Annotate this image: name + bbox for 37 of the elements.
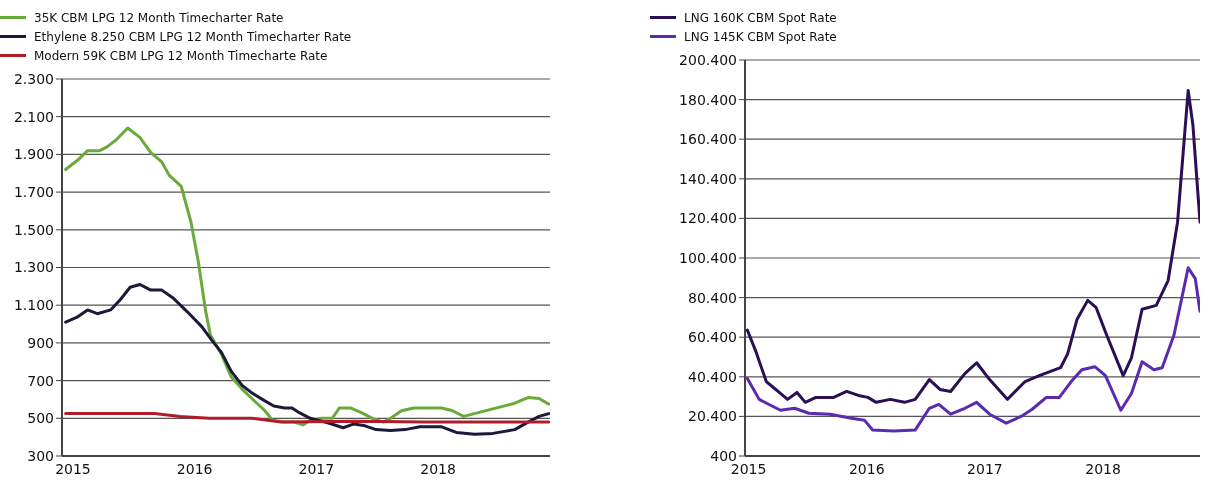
- x-tick-label: 2016: [176, 460, 213, 477]
- y-tick-label: 1.300: [13, 259, 54, 276]
- line-series: [64, 412, 550, 424]
- legend-label: LNG 160K CBM Spot Rate: [684, 10, 837, 25]
- y-tick-label: 500: [27, 410, 54, 427]
- y-tick-label: 1.700: [13, 184, 54, 201]
- line-series: [64, 282, 550, 436]
- y-tick-label: 2.100: [13, 108, 54, 125]
- y-tick-label: 20.400: [688, 408, 737, 425]
- x-tick-label: 2017: [298, 460, 335, 477]
- y-tick-label: 140.400: [679, 170, 737, 187]
- x-tick-label: 2016: [848, 460, 885, 477]
- y-tick-label: 100.400: [679, 249, 737, 266]
- x-tick-label: 2018: [1085, 460, 1121, 477]
- legend-label: Modern 59K CBM LPG 12 Month Timecharte Rate: [34, 48, 328, 63]
- y-tick-label: 160.400: [679, 131, 737, 148]
- x-tick-label: 2018: [420, 460, 456, 477]
- y-tick-label: 2.300: [13, 70, 54, 87]
- y-tick-label: 180.400: [679, 91, 737, 108]
- x-tick-label: 2015: [55, 460, 91, 477]
- y-tick-label: 1.900: [13, 146, 54, 163]
- legend-label: LNG 145K CBM Spot Rate: [684, 29, 837, 44]
- legend-label: Ethylene 8.250 CBM LPG 12 Month Timecharter Rate: [34, 29, 352, 44]
- y-tick-label: 1.100: [13, 297, 54, 314]
- line-series: [745, 88, 1200, 404]
- y-tick-label: 200.400: [679, 51, 737, 68]
- y-tick-label: 700: [27, 372, 54, 389]
- y-tick-label: 80.400: [688, 289, 737, 306]
- legend-label: 35K CBM LPG 12 Month Timecharter Rate: [34, 10, 284, 25]
- y-tick-label: 60.400: [688, 329, 737, 346]
- y-tick-label: 40.400: [688, 368, 737, 385]
- line-series: [745, 266, 1200, 433]
- y-tick-label: 1.500: [13, 221, 54, 238]
- y-tick-label: 120.400: [679, 210, 737, 227]
- x-tick-label: 2017: [967, 460, 1003, 477]
- y-tick-label: 900: [27, 334, 54, 351]
- y-tick-label: 300: [27, 447, 54, 464]
